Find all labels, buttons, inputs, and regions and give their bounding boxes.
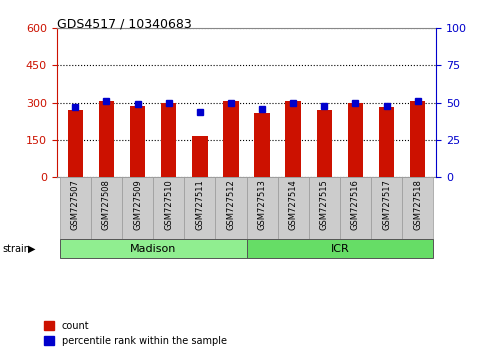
Bar (161, 103, 176, 177)
Bar (285, 101, 301, 177)
Text: GSM727513: GSM727513 (257, 179, 267, 230)
Text: GSM727510: GSM727510 (164, 179, 173, 229)
Text: GSM727507: GSM727507 (71, 179, 80, 230)
Bar (130, 106, 145, 177)
Text: GDS4517 / 10340683: GDS4517 / 10340683 (57, 18, 191, 31)
Text: GSM727514: GSM727514 (289, 179, 298, 229)
Text: GSM727518: GSM727518 (413, 179, 422, 230)
Bar (410, 102, 425, 177)
Text: GSM727516: GSM727516 (351, 179, 360, 230)
Bar (223, 102, 239, 177)
Text: GSM727511: GSM727511 (195, 179, 204, 229)
Bar (68, 110, 83, 177)
Bar (254, 113, 270, 177)
Bar (99, 102, 114, 177)
Text: GSM727509: GSM727509 (133, 179, 142, 229)
Text: Madison: Madison (130, 244, 176, 254)
Legend: count, percentile rank within the sample: count, percentile rank within the sample (44, 321, 227, 346)
Text: ▶: ▶ (28, 244, 36, 254)
Bar (192, 136, 208, 177)
Text: GSM727517: GSM727517 (382, 179, 391, 230)
Text: GSM727512: GSM727512 (226, 179, 236, 229)
Bar (317, 110, 332, 177)
Text: ICR: ICR (330, 244, 349, 254)
Bar (379, 107, 394, 177)
Text: GSM727515: GSM727515 (320, 179, 329, 229)
Text: GSM727508: GSM727508 (102, 179, 111, 230)
Text: strain: strain (2, 244, 31, 254)
Bar (348, 103, 363, 177)
